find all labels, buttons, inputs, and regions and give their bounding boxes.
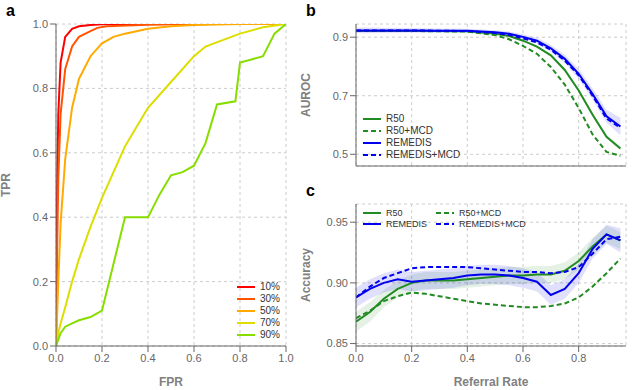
- svg-text:0.0: 0.0: [33, 340, 48, 352]
- svg-text:0.85: 0.85: [327, 337, 348, 349]
- html-text:50%: 50%: [260, 305, 280, 316]
- svg-text:0.6: 0.6: [33, 147, 48, 159]
- html-text:70%: 70%: [260, 317, 280, 328]
- svg-text:0.2: 0.2: [33, 276, 48, 288]
- html-text:REMEDIS+MCD: REMEDIS+MCD: [459, 219, 526, 229]
- html-text:30%: 30%: [260, 293, 280, 304]
- svg-text:0.4: 0.4: [140, 352, 155, 364]
- svg-text:0.0: 0.0: [48, 352, 63, 364]
- svg-text:0.6: 0.6: [515, 352, 530, 364]
- html-text:R50+MCD: R50+MCD: [386, 125, 433, 136]
- svg-text:Accuracy: Accuracy: [300, 248, 313, 302]
- html-text:a: a: [6, 2, 15, 19]
- svg-text:0.2: 0.2: [94, 352, 109, 364]
- svg-text:0.90: 0.90: [327, 277, 348, 289]
- html-text:b: b: [306, 2, 316, 19]
- svg-text:0.2: 0.2: [404, 352, 419, 364]
- html-text:90%: 90%: [260, 329, 280, 340]
- html-text:REMEDIS: REMEDIS: [386, 137, 432, 148]
- svg-text:0.8: 0.8: [232, 352, 247, 364]
- html-text:R50+MCD: R50+MCD: [459, 208, 502, 218]
- svg-text:TPR: TPR: [8, 173, 13, 197]
- html-text:R50: R50: [386, 208, 403, 218]
- svg-text:0.7: 0.7: [333, 90, 348, 102]
- html-text:10%: 10%: [260, 281, 280, 292]
- svg-text:0.5: 0.5: [333, 148, 348, 160]
- svg-text:1.0: 1.0: [278, 352, 293, 364]
- svg-text:0.8: 0.8: [571, 352, 586, 364]
- svg-text:0.95: 0.95: [327, 216, 348, 228]
- svg-text:0.8: 0.8: [33, 82, 48, 94]
- svg-text:0.9: 0.9: [333, 31, 348, 43]
- svg-text:FPR: FPR: [159, 375, 183, 389]
- svg-text:Referral Rate: Referral Rate: [454, 375, 529, 389]
- svg-text:AUROC: AUROC: [300, 73, 313, 117]
- html-text:c: c: [306, 182, 315, 199]
- html-text:REMEDIS: REMEDIS: [386, 219, 427, 229]
- svg-text:0.0: 0.0: [348, 352, 363, 364]
- html-text:R50: R50: [386, 113, 405, 124]
- svg-text:0.4: 0.4: [33, 211, 48, 223]
- svg-text:0.6: 0.6: [186, 352, 201, 364]
- html-text:REMEDIS+MCD: REMEDIS+MCD: [386, 149, 461, 160]
- svg-text:1.0: 1.0: [33, 18, 48, 30]
- svg-text:0.4: 0.4: [460, 352, 475, 364]
